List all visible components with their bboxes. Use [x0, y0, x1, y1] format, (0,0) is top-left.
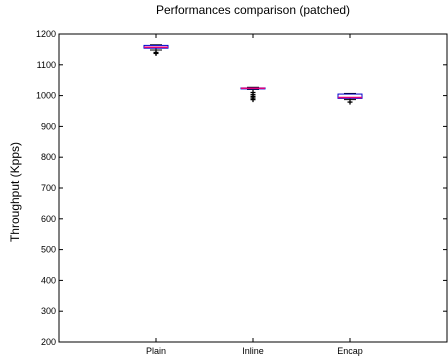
y-tick-label: 400	[41, 275, 56, 285]
y-tick-label: 900	[41, 121, 56, 131]
y-tick-label: 700	[41, 183, 56, 193]
boxes-group	[143, 44, 363, 105]
chart-title: Performances comparison (patched)	[156, 3, 350, 17]
y-tick-label: 1000	[36, 91, 56, 101]
y-tick-label: 800	[41, 152, 56, 162]
y-tick-label: 200	[41, 337, 56, 347]
y-tick-label: 300	[41, 306, 56, 316]
y-tick-label: 1200	[36, 29, 56, 39]
x-category-label: Plain	[146, 346, 166, 356]
box-plain	[143, 44, 169, 56]
box-inline	[240, 86, 266, 103]
y-tick-label: 500	[41, 245, 56, 255]
y-tick-label: 1100	[37, 60, 56, 70]
box-encap	[337, 92, 363, 105]
y-tick-label: 600	[41, 214, 56, 224]
y-axis-label: Throughput (Kpps)	[8, 142, 22, 242]
plot-area-frame	[58, 33, 448, 343]
x-axis-categories: Plain Inline Encap	[146, 34, 363, 356]
x-category-label: Encap	[337, 346, 363, 356]
x-category-label: Inline	[242, 346, 264, 356]
y-axis-ticks: 200 300 400 500 600 700 800 900 1000 1100 1200	[36, 29, 447, 347]
box-iqr	[337, 93, 363, 99]
